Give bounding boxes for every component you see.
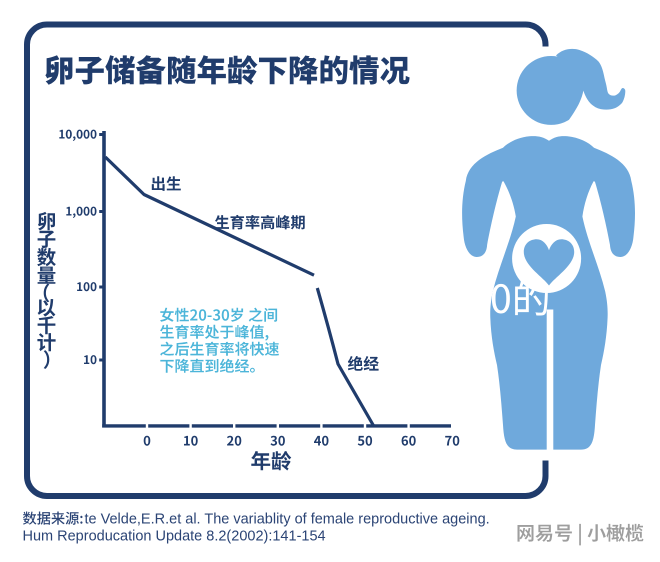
svg-text:te Velde,E.R.et al. The variab: te Velde,E.R.et al. The variablity of fe… [85,512,490,528]
svg-text:Hum Reproducation Update 8.2(2: Hum Reproducation Update 8.2(2002):141-1… [23,529,326,545]
